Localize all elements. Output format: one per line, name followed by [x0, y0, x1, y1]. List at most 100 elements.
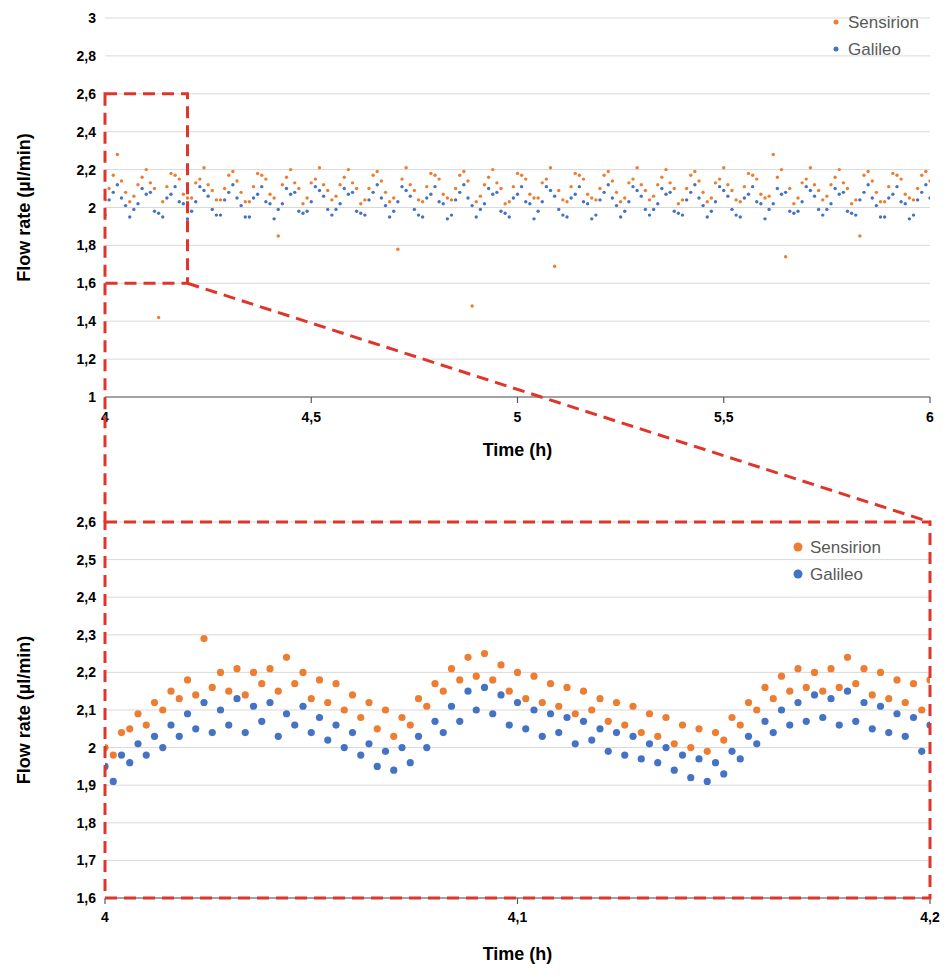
- data-point: [693, 183, 696, 186]
- data-point: [322, 183, 325, 186]
- data-point: [473, 673, 480, 680]
- data-point: [409, 183, 412, 186]
- data-point: [792, 202, 795, 205]
- data-point: [687, 744, 694, 751]
- data-point: [555, 703, 562, 710]
- data-point: [481, 650, 488, 657]
- y-tick-label: 1,7: [77, 852, 97, 868]
- data-point: [473, 706, 480, 713]
- data-point: [244, 200, 247, 203]
- data-point: [440, 729, 447, 736]
- data-point: [755, 200, 758, 203]
- data-point: [470, 204, 473, 207]
- data-point: [374, 725, 381, 732]
- data-point: [248, 200, 251, 203]
- data-point: [728, 748, 735, 755]
- data-point: [662, 744, 669, 751]
- data-point: [539, 699, 546, 706]
- data-point: [239, 191, 242, 194]
- data-point: [817, 189, 820, 192]
- data-point: [796, 196, 799, 199]
- data-point: [227, 191, 230, 194]
- data-point: [796, 210, 799, 213]
- data-point: [110, 778, 117, 785]
- data-point: [813, 194, 816, 197]
- data-point: [877, 703, 884, 710]
- data-point: [431, 680, 438, 687]
- data-point: [277, 208, 280, 211]
- data-point: [159, 706, 166, 713]
- data-point: [928, 196, 930, 199]
- data-point: [190, 196, 193, 199]
- data-point: [858, 234, 861, 237]
- grid-line: [105, 597, 930, 598]
- grid-line: [105, 822, 930, 823]
- data-point: [359, 211, 362, 214]
- data-point: [456, 718, 463, 725]
- data-point: [338, 183, 341, 186]
- data-point: [316, 676, 323, 683]
- data-point: [506, 688, 513, 695]
- data-point: [619, 215, 622, 218]
- data-point: [159, 744, 166, 751]
- data-point: [365, 740, 372, 747]
- data-point: [289, 193, 292, 196]
- data-point: [852, 718, 859, 725]
- data-point: [211, 189, 214, 192]
- data-point: [272, 217, 275, 220]
- data-point: [594, 213, 597, 216]
- data-point: [904, 193, 907, 196]
- data-point: [268, 202, 271, 205]
- data-point: [547, 710, 554, 717]
- data-point: [258, 718, 265, 725]
- data-point: [506, 721, 513, 728]
- data-point: [827, 695, 834, 702]
- data-point: [893, 676, 900, 683]
- data-point: [706, 200, 709, 203]
- grid-line: [105, 710, 930, 711]
- data-point: [751, 185, 754, 188]
- data-point: [134, 710, 141, 717]
- data-point: [475, 215, 478, 218]
- data-point: [866, 183, 869, 186]
- data-point: [638, 755, 645, 762]
- data-point: [407, 759, 414, 766]
- data-point: [871, 196, 874, 199]
- data-point: [704, 778, 711, 785]
- zoom-frame: [105, 522, 930, 898]
- data-point: [470, 304, 473, 307]
- data-point: [437, 200, 440, 203]
- data-point: [652, 208, 655, 211]
- data-point: [503, 211, 506, 214]
- y-tick-label: 2: [88, 740, 96, 756]
- data-point: [805, 177, 808, 180]
- data-point: [206, 183, 209, 186]
- data-point: [126, 759, 133, 766]
- data-point: [497, 661, 504, 668]
- data-point: [423, 744, 430, 751]
- data-point: [184, 676, 191, 683]
- data-point: [281, 202, 284, 205]
- data-point: [425, 196, 428, 199]
- data-point: [446, 217, 449, 220]
- data-point: [586, 202, 589, 205]
- data-point: [788, 187, 791, 190]
- data-point: [231, 170, 234, 173]
- data-point: [613, 699, 620, 706]
- data-point: [767, 194, 770, 197]
- data-point: [607, 183, 610, 186]
- data-point: [809, 166, 812, 169]
- data-point: [446, 196, 449, 199]
- data-point: [623, 196, 626, 199]
- data-point: [635, 166, 638, 169]
- data-point: [200, 635, 207, 642]
- data-point: [252, 196, 255, 199]
- data-point: [701, 191, 704, 194]
- data-point: [803, 684, 810, 691]
- data-point: [578, 174, 581, 177]
- data-point: [629, 733, 636, 740]
- data-point: [268, 193, 271, 196]
- data-point: [341, 706, 348, 713]
- data-point: [784, 191, 787, 194]
- zoom-indicator: [105, 94, 930, 898]
